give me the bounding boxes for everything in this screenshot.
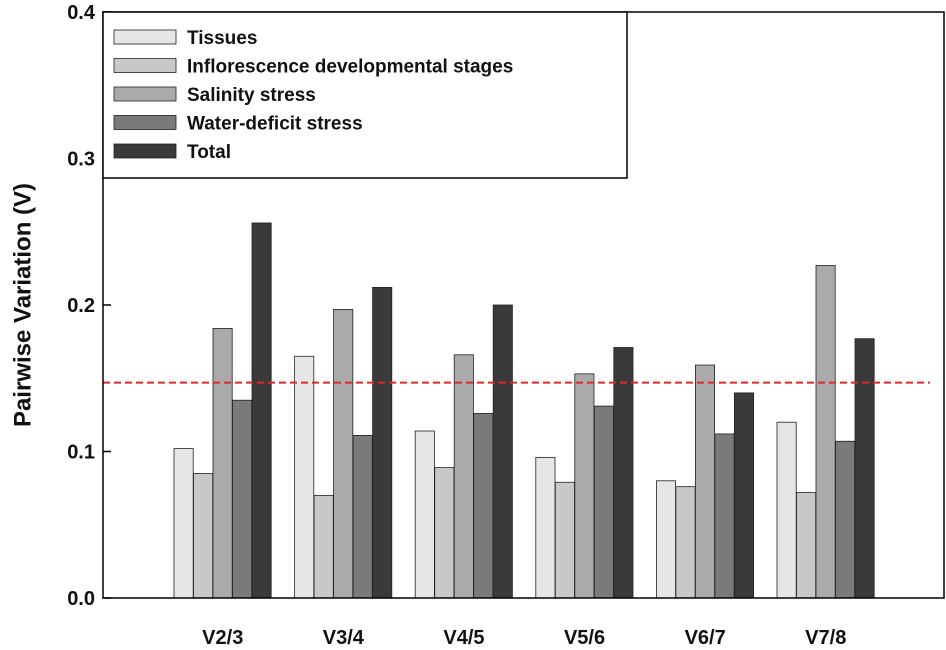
bar-5-1 (796, 492, 817, 599)
x-tick-label: V4/5 (443, 627, 484, 649)
bar-5-3 (835, 440, 856, 599)
bar-4-0 (656, 480, 677, 599)
y-tick-label: 0.0 (67, 588, 95, 610)
legend-swatch (113, 29, 177, 45)
y-tick-label: 0.2 (67, 295, 95, 317)
bar-5-2 (815, 265, 836, 599)
bar-1-0 (294, 355, 315, 599)
bars (173, 222, 875, 599)
legend-swatch (113, 115, 177, 130)
bar-5-4 (854, 338, 875, 599)
legend-label: Tissues (187, 28, 257, 49)
category-labels: V2/3 V3/4 V4/5 V5/6 V6/7 V7/8 (202, 627, 846, 649)
legend-swatch (113, 86, 177, 102)
bar-5-0 (776, 421, 797, 599)
x-tick-label: V5/6 (564, 627, 605, 649)
bar-4-2 (695, 364, 716, 599)
y-tick-label: 0.1 (67, 442, 95, 464)
bar-3-1 (554, 481, 575, 599)
legend-label: Water-deficit stress (187, 114, 363, 135)
y-tick-label: 0.4 (67, 2, 96, 24)
bar-2-2 (453, 354, 474, 599)
bar-2-3 (473, 413, 494, 599)
bar-0-3 (232, 399, 253, 599)
bar-3-4 (613, 347, 634, 599)
legend-label: Inflorescence developmental stages (187, 57, 513, 78)
x-tick-label: V7/8 (805, 627, 846, 649)
bar-0-1 (193, 473, 214, 599)
bar-2-4 (492, 304, 513, 599)
bar-0-0 (173, 448, 194, 599)
legend-label: Salinity stress (187, 85, 316, 106)
legend-box (102, 11, 628, 179)
y-axis-ticks: 0.0 0.1 0.2 0.3 0.4 (67, 2, 111, 610)
x-tick-label: V6/7 (685, 627, 726, 649)
legend-swatch (113, 143, 177, 159)
bar-2-1 (434, 467, 455, 599)
bar-4-3 (714, 433, 735, 599)
bar-1-2 (333, 308, 354, 599)
x-tick-label: V3/4 (323, 627, 365, 649)
bar-4-4 (734, 392, 755, 599)
bar-3-2 (574, 373, 595, 599)
bar-2-0 (414, 430, 435, 599)
bar-0-2 (212, 328, 233, 599)
bar-1-1 (313, 495, 334, 599)
x-tick-label: V2/3 (202, 627, 243, 649)
bar-1-4 (372, 287, 393, 599)
bar-1-3 (352, 434, 373, 599)
bar-4-1 (675, 486, 696, 599)
legend-swatch (113, 58, 177, 73)
bar-3-0 (535, 456, 556, 599)
bar-3-3 (593, 405, 614, 599)
bar-0-4 (251, 222, 272, 599)
y-axis-label: Pairwise Variation (V) (9, 183, 36, 427)
y-tick-label: 0.3 (67, 149, 95, 171)
legend-label: Total (187, 142, 231, 163)
legend: Tissues Inflorescence developmental stage… (102, 11, 628, 179)
